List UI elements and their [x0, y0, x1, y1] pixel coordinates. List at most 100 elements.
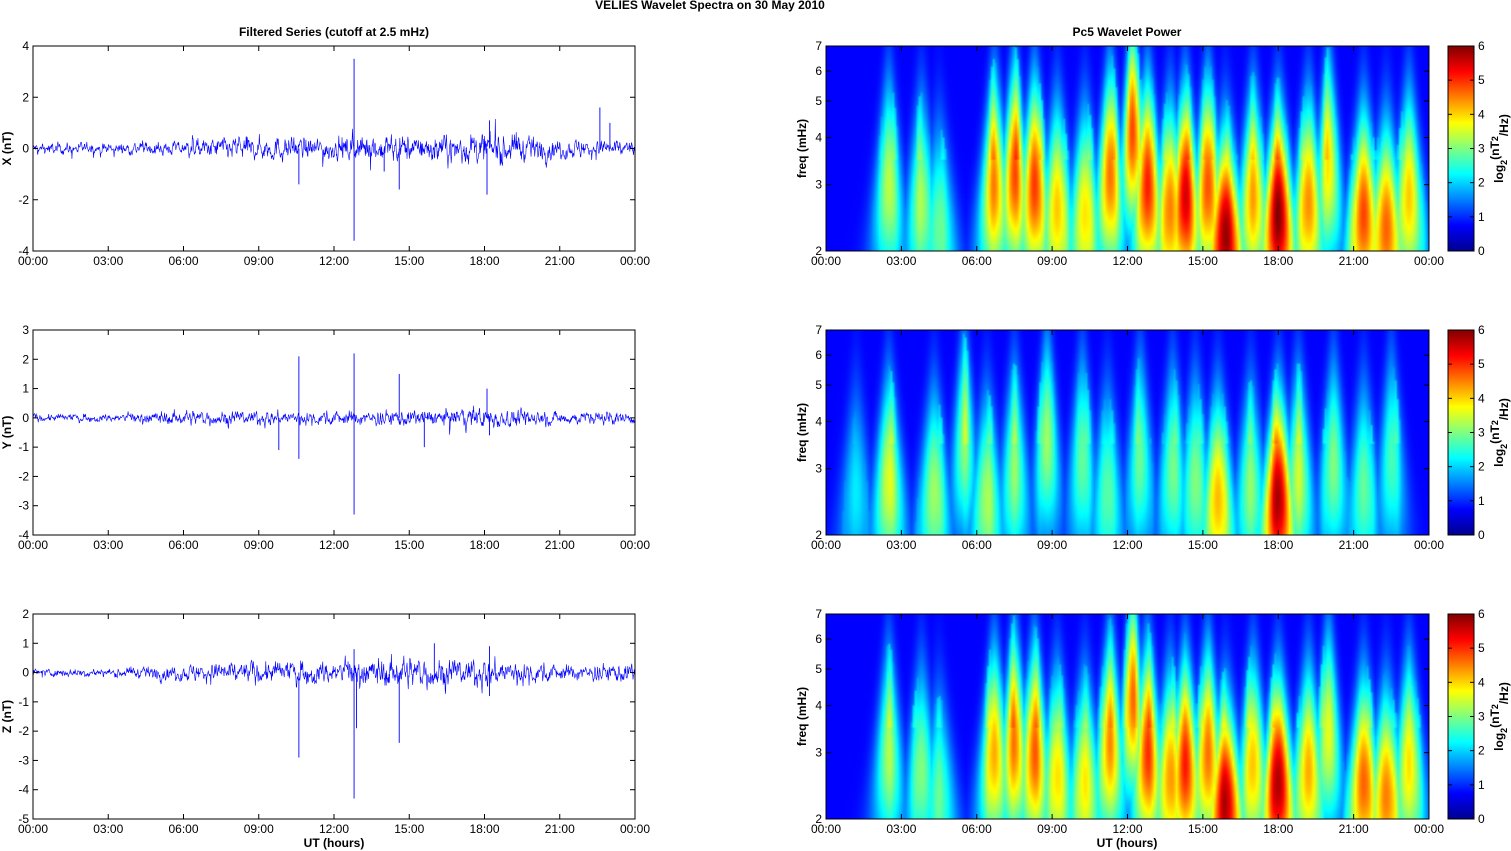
- colorbar-tick-label: 0: [1478, 528, 1485, 542]
- colorbar-label-part: (nT: [1488, 709, 1502, 728]
- spectrum-xtick-label: 00:00: [1414, 538, 1444, 552]
- z-series-panel: 210-1-2-3-4-500:00 03:00 06:00 09:00 12:00 15…: [0, 607, 650, 836]
- spectrum-xtick-label: 15:00: [1188, 254, 1218, 268]
- series-xtick-label: 21:00: [545, 538, 575, 552]
- ytick-label: 2: [22, 352, 29, 366]
- ytick-label: -1: [18, 695, 29, 709]
- freq-ylabel: freq (mHz): [795, 119, 809, 178]
- spectrum-xtick-label: 00:00: [1414, 254, 1444, 268]
- colorbar-label-part: 2: [1499, 444, 1509, 449]
- plot-area: [33, 46, 635, 251]
- colorbar-tick-label: 5: [1478, 357, 1485, 371]
- spectrum-xtick-label: 06:00: [962, 538, 992, 552]
- series-xtick-label: 00:00: [620, 254, 650, 268]
- colorbar-label-part: 2: [1490, 704, 1500, 709]
- ytick-label: 0: [22, 666, 29, 680]
- colorbar-tick-label: 6: [1478, 607, 1485, 621]
- series-xtick-label: 12:00: [319, 538, 349, 552]
- freq-ylabel: freq (mHz): [795, 403, 809, 462]
- colorbar-tick-label: 6: [1478, 323, 1485, 337]
- colorbar-label-part: 2: [1499, 728, 1509, 733]
- left-column-title: Filtered Series (cutoff at 2.5 mHz): [239, 25, 429, 39]
- colorbar-tick-label: 3: [1478, 710, 1485, 724]
- colorbar-tick-label: 5: [1478, 641, 1485, 655]
- ytick-label: 0: [22, 411, 29, 425]
- series-xtick-label: 12:00: [319, 254, 349, 268]
- plot-area: [33, 330, 635, 535]
- spectrum-xtick-label: 06:00: [962, 254, 992, 268]
- spectrum-xtick-label: 21:00: [1339, 822, 1369, 836]
- ytick-label: -3: [18, 499, 29, 513]
- colorbar-label-part: log: [1492, 733, 1506, 751]
- colorbar-label-part: log: [1492, 449, 1506, 467]
- colorbar-label-part: /Hz): [1497, 682, 1511, 704]
- ytick-label: -1: [18, 440, 29, 454]
- colorbar-tick-label: 3: [1478, 426, 1485, 440]
- wavelet-power-image: [826, 614, 1429, 819]
- series-xtick-label: 21:00: [545, 254, 575, 268]
- ytick-label: 0: [22, 142, 29, 156]
- ytick-label: 4: [22, 39, 29, 53]
- series-xtick-label: 18:00: [469, 538, 499, 552]
- figure-title: VELIES Wavelet Spectra on 30 May 2010: [595, 0, 825, 12]
- series-line: [32, 653, 636, 694]
- spectrum-xtick-label: 00:00: [1414, 822, 1444, 836]
- freq-tick-label: 7: [815, 39, 822, 53]
- colorbar-label-part: log: [1492, 165, 1506, 183]
- freq-tick-label: 3: [815, 178, 822, 192]
- colorbar: [1447, 613, 1475, 820]
- series-xtick-label: 12:00: [319, 822, 349, 836]
- colorbar-tick-label: 0: [1478, 244, 1485, 258]
- ytick-label: -4: [18, 528, 29, 542]
- series-xtick-label: 03:00: [93, 822, 123, 836]
- series-xtick-label: 09:00: [244, 822, 274, 836]
- colorbar: [1447, 329, 1475, 536]
- colorbar-tick-label: 0: [1478, 812, 1485, 826]
- series-xtick-label: 15:00: [394, 822, 424, 836]
- freq-tick-label: 4: [815, 699, 822, 713]
- colorbar-tick-label: 6: [1478, 39, 1485, 53]
- plot-area: [33, 614, 635, 819]
- ytick-label: -5: [18, 812, 29, 826]
- series-ylabel: Y (nT): [0, 416, 14, 450]
- series-xtick-label: 00:00: [18, 254, 48, 268]
- colorbar-label-part: (nT: [1488, 425, 1502, 444]
- ytick-label: -2: [18, 724, 29, 738]
- colorbar-tick-label: 1: [1478, 494, 1485, 508]
- colorbar-tick-label: 4: [1478, 107, 1485, 121]
- colorbar-tick-label: 2: [1478, 460, 1485, 474]
- series-xtick-label: 21:00: [545, 822, 575, 836]
- colorbar-tick-label: 5: [1478, 73, 1485, 87]
- colorbar-tick-label: 2: [1478, 176, 1485, 190]
- ytick-label: 3: [22, 323, 29, 337]
- spectrum-xtick-label: 21:00: [1339, 538, 1369, 552]
- colorbar-tick-label: 4: [1478, 675, 1485, 689]
- spectrum-xtick-label: 03:00: [886, 254, 916, 268]
- freq-tick-label: 3: [815, 462, 822, 476]
- freq-tick-label: 5: [815, 94, 822, 108]
- freq-tick-label: 7: [815, 323, 822, 337]
- colorbar-label: log2(nT2/Hz): [1488, 114, 1511, 183]
- right-xaxis-label: UT (hours): [1097, 836, 1158, 850]
- colorbar-label: log2(nT2/Hz): [1488, 398, 1511, 467]
- series-xtick-label: 00:00: [18, 822, 48, 836]
- colorbar-label-part: (nT: [1488, 141, 1502, 160]
- spectrum-xtick-label: 09:00: [1037, 822, 1067, 836]
- freq-tick-label: 5: [815, 662, 822, 676]
- spectrum-xtick-label: 03:00: [886, 822, 916, 836]
- series-xtick-label: 06:00: [168, 822, 198, 836]
- freq-tick-label: 3: [815, 746, 822, 760]
- freq-tick-label: 4: [815, 131, 822, 145]
- spectrum-xtick-label: 18:00: [1263, 822, 1293, 836]
- ytick-label: -2: [18, 193, 29, 207]
- freq-tick-label: 2: [815, 812, 822, 826]
- freq-tick-label: 2: [815, 244, 822, 258]
- freq-tick-label: 6: [815, 348, 822, 362]
- ytick-label: -3: [18, 753, 29, 767]
- series-xtick-label: 18:00: [469, 254, 499, 268]
- spectrum-xtick-label: 03:00: [886, 538, 916, 552]
- colorbar-tick-label: 4: [1478, 391, 1485, 405]
- series-xtick-label: 15:00: [394, 254, 424, 268]
